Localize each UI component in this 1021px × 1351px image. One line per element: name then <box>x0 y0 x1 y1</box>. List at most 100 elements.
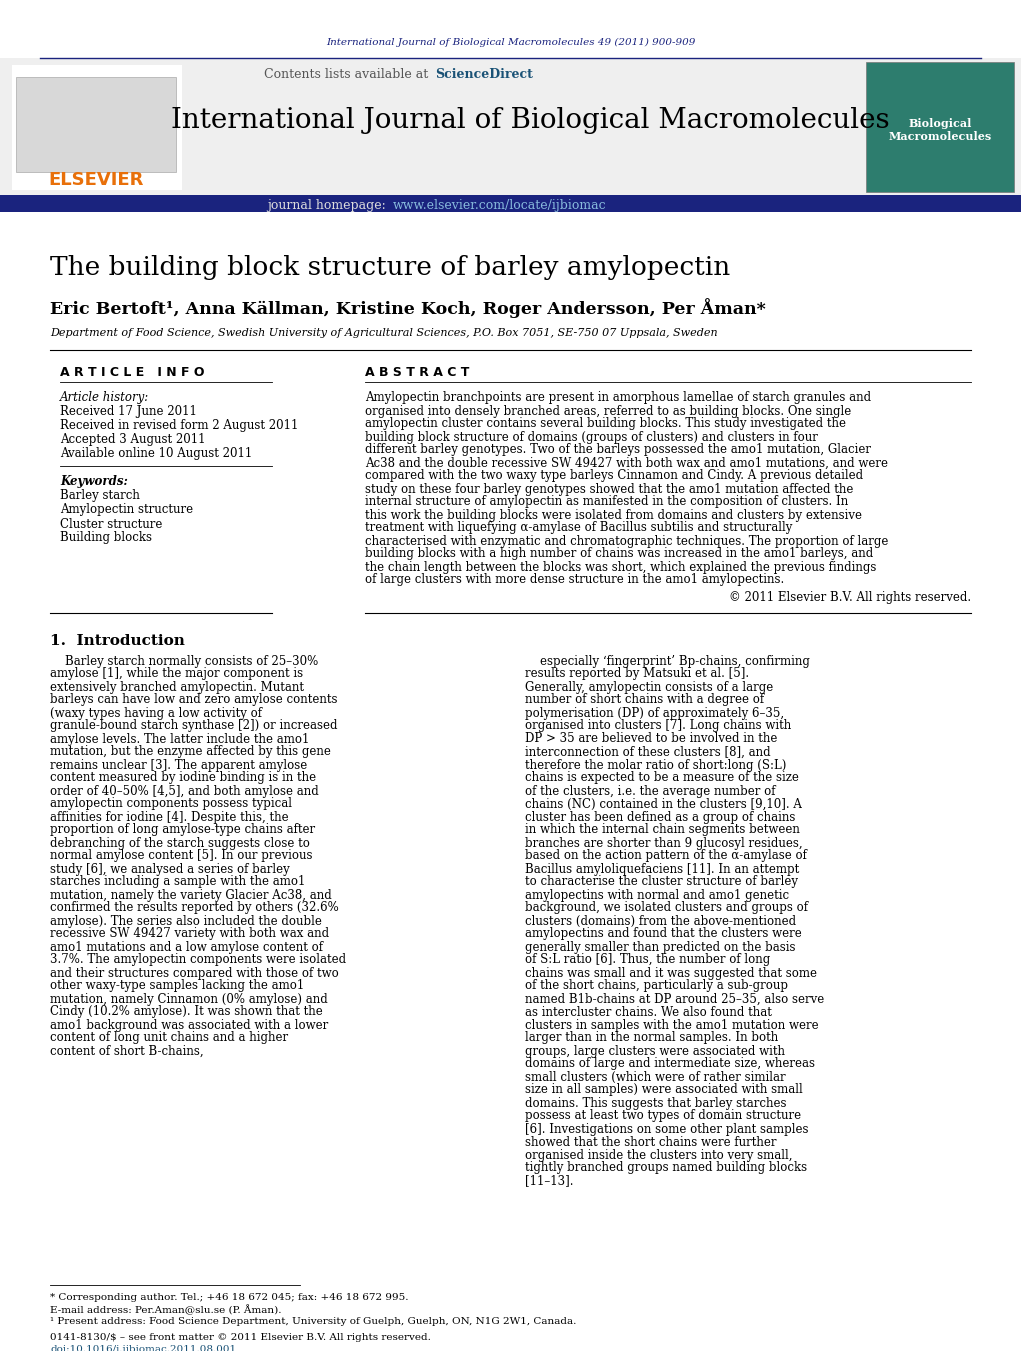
Text: amo1 mutations and a low amylose content of: amo1 mutations and a low amylose content… <box>50 940 323 954</box>
Text: Received 17 June 2011: Received 17 June 2011 <box>60 405 197 419</box>
Text: amylopectin cluster contains several building blocks. This study investigated th: amylopectin cluster contains several bui… <box>364 417 846 431</box>
Text: groups, large clusters were associated with: groups, large clusters were associated w… <box>525 1044 785 1058</box>
Bar <box>866 62 1014 192</box>
Text: 0141-8130/$ – see front matter © 2011 Elsevier B.V. All rights reserved.: 0141-8130/$ – see front matter © 2011 El… <box>50 1332 431 1342</box>
Text: Amylopectin structure: Amylopectin structure <box>60 504 193 516</box>
Text: mutation, namely Cinnamon (0% amylose) and: mutation, namely Cinnamon (0% amylose) a… <box>50 993 328 1005</box>
Text: Ac38 and the double recessive SW 49427 with both wax and amo1 mutations, and wer: Ac38 and the double recessive SW 49427 w… <box>364 457 888 470</box>
Text: chains (NC) contained in the clusters [9,10]. A: chains (NC) contained in the clusters [9… <box>525 797 801 811</box>
Text: mutation, namely the variety Glacier Ac38, and: mutation, namely the variety Glacier Ac3… <box>50 889 332 901</box>
Text: in which the internal chain segments between: in which the internal chain segments bet… <box>525 824 799 836</box>
Text: content of short B-chains,: content of short B-chains, <box>50 1044 203 1058</box>
Text: study on these four barley genotypes showed that the amo1 mutation affected the: study on these four barley genotypes sho… <box>364 482 854 496</box>
Bar <box>12 65 182 190</box>
Text: Barley starch normally consists of 25–30%: Barley starch normally consists of 25–30… <box>50 654 319 667</box>
Text: chains is expected to be a measure of the size: chains is expected to be a measure of th… <box>525 771 798 785</box>
Text: [6]. Investigations on some other plant samples: [6]. Investigations on some other plant … <box>525 1123 809 1135</box>
Text: amylopectin components possess typical: amylopectin components possess typical <box>50 797 292 811</box>
Text: Available online 10 August 2011: Available online 10 August 2011 <box>60 447 252 461</box>
Text: www.elsevier.com/locate/ijbiomac: www.elsevier.com/locate/ijbiomac <box>393 199 606 212</box>
Text: barleys can have low and zero amylose contents: barleys can have low and zero amylose co… <box>50 693 338 707</box>
Text: ¹ Present address: Food Science Department, University of Guelph, Guelph, ON, N1: ¹ Present address: Food Science Departme… <box>50 1317 577 1327</box>
Text: Accepted 3 August 2011: Accepted 3 August 2011 <box>60 434 205 446</box>
Text: to characterise the cluster structure of barley: to characterise the cluster structure of… <box>525 875 798 889</box>
Text: * Corresponding author. Tel.; +46 18 672 045; fax: +46 18 672 995.: * Corresponding author. Tel.; +46 18 672… <box>50 1293 408 1302</box>
Text: International Journal of Biological Macromolecules: International Journal of Biological Macr… <box>171 107 889 134</box>
Text: © 2011 Elsevier B.V. All rights reserved.: © 2011 Elsevier B.V. All rights reserved… <box>729 590 971 604</box>
Text: Keywords:: Keywords: <box>60 476 128 489</box>
Text: based on the action pattern of the α-amylase of: based on the action pattern of the α-amy… <box>525 850 807 862</box>
Text: study [6], we analysed a series of barley: study [6], we analysed a series of barle… <box>50 862 290 875</box>
Text: chains was small and it was suggested that some: chains was small and it was suggested th… <box>525 966 817 979</box>
Text: organised inside the clusters into very small,: organised inside the clusters into very … <box>525 1148 792 1162</box>
Text: possess at least two types of domain structure: possess at least two types of domain str… <box>525 1109 801 1123</box>
Text: characterised with enzymatic and chromatographic techniques. The proportion of l: characterised with enzymatic and chromat… <box>364 535 888 547</box>
Text: Bacillus amyloliquefaciens [11]. In an attempt: Bacillus amyloliquefaciens [11]. In an a… <box>525 862 799 875</box>
Text: small clusters (which were of rather similar: small clusters (which were of rather sim… <box>525 1070 785 1084</box>
Text: International Journal of Biological Macromolecules 49 (2011) 900-909: International Journal of Biological Macr… <box>327 38 695 46</box>
Text: Generally, amylopectin consists of a large: Generally, amylopectin consists of a lar… <box>525 681 773 693</box>
Text: number of short chains with a degree of: number of short chains with a degree of <box>525 693 764 707</box>
Text: compared with the two waxy type barleys Cinnamon and Cindy. A previous detailed: compared with the two waxy type barleys … <box>364 470 863 482</box>
Bar <box>16 77 176 172</box>
Text: amylopectins and found that the clusters were: amylopectins and found that the clusters… <box>525 928 801 940</box>
Text: Cluster structure: Cluster structure <box>60 517 162 531</box>
Text: Department of Food Science, Swedish University of Agricultural Sciences, P.O. Bo: Department of Food Science, Swedish Univ… <box>50 328 718 338</box>
Text: Eric Bertoft¹, Anna Källman, Kristine Koch, Roger Andersson, Per Åman*: Eric Bertoft¹, Anna Källman, Kristine Ko… <box>50 299 766 317</box>
Text: size in all samples) were associated with small: size in all samples) were associated wit… <box>525 1084 803 1097</box>
Text: amylose). The series also included the double: amylose). The series also included the d… <box>50 915 322 928</box>
Text: A R T I C L E   I N F O: A R T I C L E I N F O <box>60 366 204 378</box>
Text: showed that the short chains were further: showed that the short chains were furthe… <box>525 1135 777 1148</box>
Text: interconnection of these clusters [8], and: interconnection of these clusters [8], a… <box>525 746 771 758</box>
Text: this work the building blocks were isolated from domains and clusters by extensi: this work the building blocks were isola… <box>364 508 862 521</box>
Text: domains of large and intermediate size, whereas: domains of large and intermediate size, … <box>525 1058 815 1070</box>
Text: A B S T R A C T: A B S T R A C T <box>364 366 470 378</box>
Text: journal homepage:: journal homepage: <box>268 199 390 212</box>
Text: larger than in the normal samples. In both: larger than in the normal samples. In bo… <box>525 1032 778 1044</box>
Text: internal structure of amylopectin as manifested in the composition of clusters. : internal structure of amylopectin as man… <box>364 496 848 508</box>
Text: of the short chains, particularly a sub-group: of the short chains, particularly a sub-… <box>525 979 788 993</box>
Text: organised into clusters [7]. Long chains with: organised into clusters [7]. Long chains… <box>525 720 791 732</box>
Text: Article history:: Article history: <box>60 392 149 404</box>
Text: building blocks with a high number of chains was increased in the amo1 barleys, : building blocks with a high number of ch… <box>364 547 873 561</box>
Text: content measured by iodine binding is in the: content measured by iodine binding is in… <box>50 771 317 785</box>
Text: Cindy (10.2% amylose). It was shown that the: Cindy (10.2% amylose). It was shown that… <box>50 1005 323 1019</box>
Text: recessive SW 49427 variety with both wax and: recessive SW 49427 variety with both wax… <box>50 928 329 940</box>
Bar <box>0 195 1021 212</box>
Text: (waxy types having a low activity of: (waxy types having a low activity of <box>50 707 262 720</box>
Text: of large clusters with more dense structure in the amo1 amylopectins.: of large clusters with more dense struct… <box>364 574 784 586</box>
Text: polymerisation (DP) of approximately 6–35,: polymerisation (DP) of approximately 6–3… <box>525 707 784 720</box>
Text: generally smaller than predicted on the basis: generally smaller than predicted on the … <box>525 940 795 954</box>
Text: DP > 35 are believed to be involved in the: DP > 35 are believed to be involved in t… <box>525 732 777 746</box>
Text: named B1b-chains at DP around 25–35, also serve: named B1b-chains at DP around 25–35, als… <box>525 993 824 1005</box>
Text: and their structures compared with those of two: and their structures compared with those… <box>50 966 339 979</box>
Text: treatment with liquefying α-amylase of Bacillus subtilis and structurally: treatment with liquefying α-amylase of B… <box>364 521 792 535</box>
Text: 1.  Introduction: 1. Introduction <box>50 634 185 648</box>
Text: results reported by Matsuki et al. [5].: results reported by Matsuki et al. [5]. <box>525 667 749 681</box>
Text: ScienceDirect: ScienceDirect <box>435 69 533 81</box>
Text: clusters in samples with the amo1 mutation were: clusters in samples with the amo1 mutati… <box>525 1019 819 1032</box>
Text: order of 40–50% [4,5], and both amylose and: order of 40–50% [4,5], and both amylose … <box>50 785 319 797</box>
Text: as intercluster chains. We also found that: as intercluster chains. We also found th… <box>525 1005 772 1019</box>
Text: affinities for iodine [4]. Despite this, the: affinities for iodine [4]. Despite this,… <box>50 811 289 824</box>
Text: Biological
Macromolecules: Biological Macromolecules <box>888 118 991 142</box>
Text: 3.7%. The amylopectin components were isolated: 3.7%. The amylopectin components were is… <box>50 954 346 966</box>
Text: proportion of long amylose-type chains after: proportion of long amylose-type chains a… <box>50 824 315 836</box>
Text: domains. This suggests that barley starches: domains. This suggests that barley starc… <box>525 1097 786 1109</box>
Text: remains unclear [3]. The apparent amylose: remains unclear [3]. The apparent amylos… <box>50 758 307 771</box>
Text: amylose [1], while the major component is: amylose [1], while the major component i… <box>50 667 303 681</box>
Text: building block structure of domains (groups of clusters) and clusters in four: building block structure of domains (gro… <box>364 431 818 443</box>
Text: amylose levels. The latter include the amo1: amylose levels. The latter include the a… <box>50 732 309 746</box>
Text: doi:10.1016/j.ijbiomac.2011.08.001: doi:10.1016/j.ijbiomac.2011.08.001 <box>50 1344 236 1351</box>
Text: extensively branched amylopectin. Mutant: extensively branched amylopectin. Mutant <box>50 681 304 693</box>
Text: clusters (domains) from the above-mentioned: clusters (domains) from the above-mentio… <box>525 915 796 928</box>
Text: organised into densely branched areas, referred to as building blocks. One singl: organised into densely branched areas, r… <box>364 404 852 417</box>
Text: debranching of the starch suggests close to: debranching of the starch suggests close… <box>50 836 310 850</box>
Text: [11–13].: [11–13]. <box>525 1174 574 1188</box>
Text: Building blocks: Building blocks <box>60 531 152 544</box>
Text: mutation, but the enzyme affected by this gene: mutation, but the enzyme affected by thi… <box>50 746 331 758</box>
Text: different barley genotypes. Two of the barleys possessed the amo1 mutation, Glac: different barley genotypes. Two of the b… <box>364 443 871 457</box>
Text: tightly branched groups named building blocks: tightly branched groups named building b… <box>525 1162 808 1174</box>
Text: The building block structure of barley amylopectin: The building block structure of barley a… <box>50 255 730 281</box>
Text: the chain length between the blocks was short, which explained the previous find: the chain length between the blocks was … <box>364 561 876 574</box>
